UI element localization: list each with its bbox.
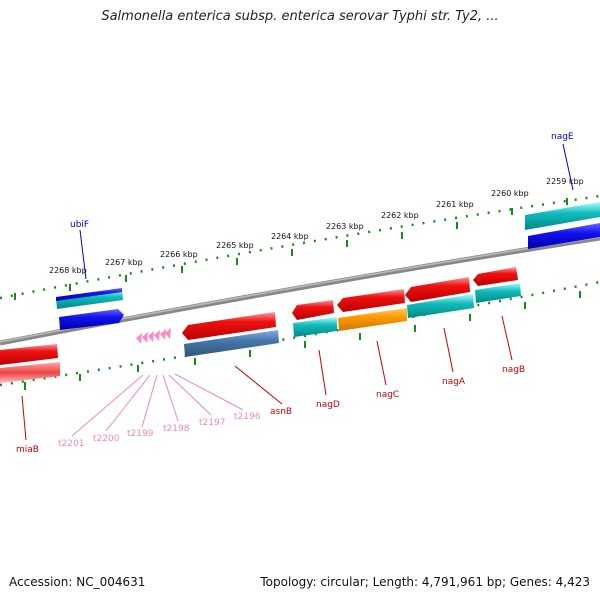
label-nagA[interactable]: nagA: [442, 377, 466, 387]
kbp-label: 2263 kbp: [326, 222, 364, 231]
kbp-label: 2259 kbp: [546, 177, 584, 186]
kbp-label: 2261 kbp: [436, 200, 474, 209]
major-ticks: [14, 198, 581, 390]
label-nagE[interactable]: nagE: [551, 132, 574, 142]
label-t2197[interactable]: t2197: [199, 418, 225, 428]
kbp-label: 2268 kbp: [49, 266, 87, 275]
gene-asnB[interactable]: [182, 312, 279, 357]
label-asnB[interactable]: asnB: [270, 407, 292, 417]
gene-nagC[interactable]: [337, 289, 407, 331]
gene-nagA[interactable]: [405, 277, 474, 318]
gene-nagD[interactable]: [292, 300, 337, 337]
label-t2199[interactable]: t2199: [127, 429, 154, 439]
label-nagC[interactable]: nagC: [376, 390, 399, 400]
label-nagD[interactable]: nagD: [316, 400, 340, 410]
leader-lines: [21, 143, 574, 441]
kbp-label: 2264 kbp: [271, 232, 309, 241]
label-t2200[interactable]: t2200: [93, 434, 120, 444]
map-title: Salmonella enterica subsp. enterica sero…: [101, 9, 499, 24]
label-t2201[interactable]: t2201: [58, 439, 84, 449]
label-miaB[interactable]: miaB: [16, 445, 39, 455]
gene-nagB[interactable]: [473, 267, 521, 303]
gene-miaB[interactable]: [0, 344, 60, 383]
kbp-label: 2262 kbp: [381, 211, 419, 220]
topology-summary: Topology: circular; Length: 4,791,961 bp…: [260, 575, 590, 589]
gene-nagE[interactable]: [525, 202, 600, 249]
label-ubiF[interactable]: ubiF: [70, 220, 89, 230]
kbp-label: 2267 kbp: [105, 258, 143, 267]
upper-tick-track: [0, 194, 600, 300]
gene-ubiF[interactable]: [56, 288, 124, 330]
gene-labels: ubiF nagE miaB asnB nagD nagC nagA nagB …: [16, 132, 574, 455]
label-t2198[interactable]: t2198: [163, 424, 190, 434]
kbp-labels: 2268 kbp 2267 kbp 2266 kbp 2265 kbp 2264…: [49, 177, 584, 275]
label-nagB[interactable]: nagB: [502, 365, 525, 375]
accession-text: Accession: NC_004631: [9, 575, 146, 589]
kbp-label: 2266 kbp: [160, 250, 198, 259]
label-t2196[interactable]: t2196: [234, 412, 261, 422]
trna-cluster[interactable]: [136, 328, 171, 344]
kbp-label: 2265 kbp: [216, 241, 254, 250]
kbp-label: 2260 kbp: [491, 189, 529, 198]
